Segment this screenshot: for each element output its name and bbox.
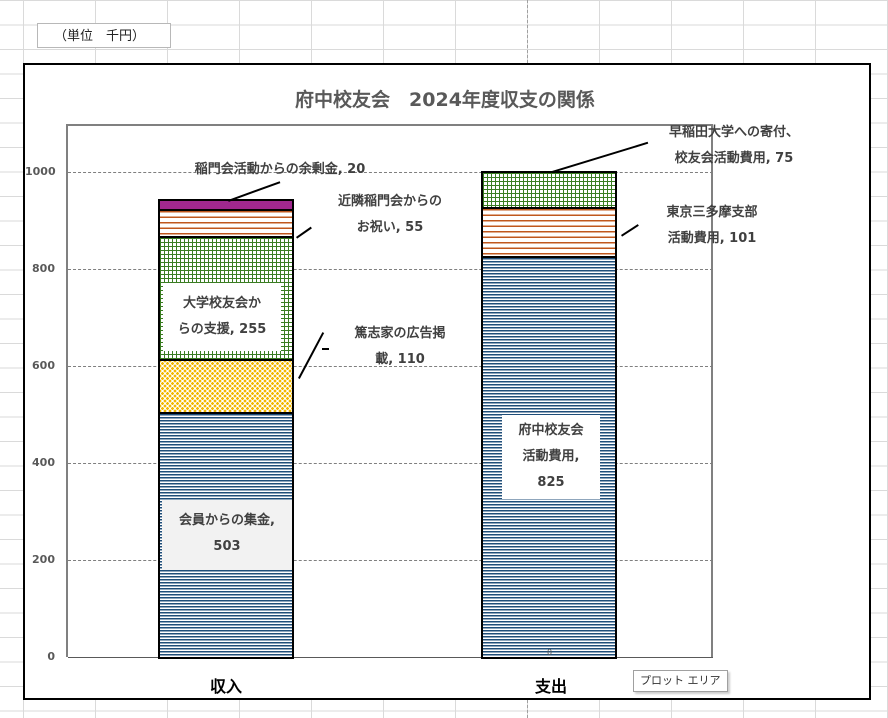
bar-income[interactable] <box>158 199 294 659</box>
segment-expense-santama[interactable] <box>481 207 617 259</box>
y-tick-0: 0 <box>47 650 55 663</box>
data-label-text: 近隣稲門会からの <box>337 194 442 209</box>
data-label-text: 稲門会活動からの余剰金, 20 <box>194 162 366 177</box>
y-tick-800: 800 <box>32 262 55 275</box>
y-tick-400: 400 <box>32 456 55 469</box>
data-label-text: 会員からの集金, <box>179 513 275 528</box>
gridline-800 <box>68 269 713 270</box>
data-label-value: 載, 110 <box>375 352 425 367</box>
x-axis-line <box>68 657 713 658</box>
data-label-text: 篤志家の広告掲 <box>354 326 446 341</box>
segment-income-ad[interactable] <box>158 359 294 415</box>
y-tick-200: 200 <box>32 553 55 566</box>
gridline-400 <box>68 463 713 464</box>
data-label-value: 503 <box>213 539 241 554</box>
data-label-santama[interactable]: 東京三多摩支部 活動費用, 101 <box>647 200 777 252</box>
data-label-text: 大学校友会か <box>182 296 261 311</box>
data-label-surplus[interactable]: 稲門会活動からの余剰金, 20 <box>170 157 390 183</box>
data-label-ad[interactable]: 篤志家の広告掲 載, 110 <box>325 321 475 373</box>
segment-income-neighbor-gift[interactable] <box>158 209 294 239</box>
x-category-expense: 支出 <box>534 677 567 696</box>
data-label-value: お祝い, 55 <box>356 220 424 235</box>
data-label-value: らの支援, 255 <box>177 322 267 337</box>
data-label-waseda-donation[interactable]: 早稲田大学への寄付、 校友会活動費用, 75 <box>649 120 819 172</box>
plot-area[interactable] <box>66 124 713 657</box>
data-label-univ-support[interactable]: 大学校友会か らの支援, 255 <box>163 283 281 351</box>
gridline-200 <box>68 560 713 561</box>
stray-zero-label: 0 <box>547 648 553 657</box>
data-label-value: 校友会活動費用, 75 <box>674 151 794 166</box>
y-tick-1000: 1000 <box>25 165 56 178</box>
data-label-fuchu[interactable]: 府中校友会 活動費用, 825 <box>502 415 600 499</box>
data-label-member-fees[interactable]: 会員からの集金, 503 <box>162 500 292 570</box>
data-label-text: 活動費用, <box>522 449 580 464</box>
leader-line-ad-tail <box>322 348 329 350</box>
gridline-1000 <box>68 172 713 173</box>
x-category-income: 収入 <box>209 677 242 696</box>
chart-title[interactable]: 府中校友会 2024年度収支の関係 <box>295 89 595 111</box>
data-label-neighbor-gift[interactable]: 近隣稲門会からの お祝い, 55 <box>315 189 465 241</box>
unit-label: （単位 千円） <box>54 29 146 44</box>
gridline-600 <box>68 366 713 367</box>
y-tick-600: 600 <box>32 359 55 372</box>
data-label-text: 府中校友会 <box>518 423 584 438</box>
data-label-text: 東京三多摩支部 <box>666 205 758 220</box>
chart-area[interactable]: 府中校友会 2024年度収支の関係 1000 800 600 400 200 0… <box>23 63 871 700</box>
plot-area-tooltip: プロット エリア <box>633 670 728 692</box>
unit-label-textbox[interactable]: （単位 千円） <box>37 23 171 48</box>
data-label-value: 825 <box>537 475 565 490</box>
data-label-text: 早稲田大学への寄付、 <box>668 125 799 140</box>
data-label-value: 活動費用, 101 <box>667 231 757 246</box>
segment-expense-waseda-donation[interactable] <box>481 171 617 210</box>
